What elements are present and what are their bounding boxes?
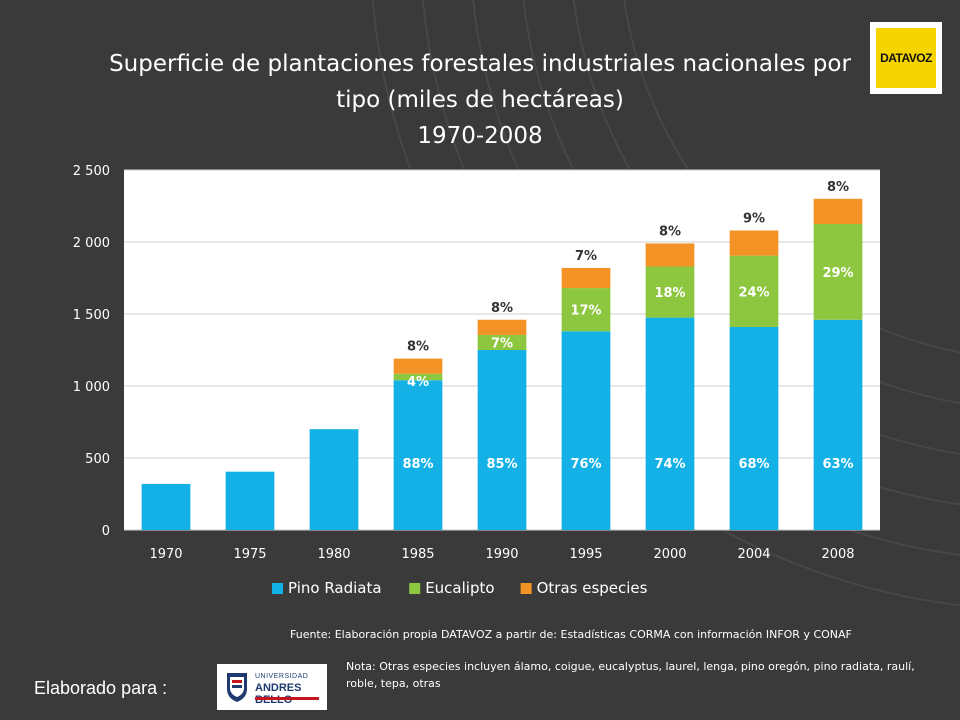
bar-segment <box>645 243 695 267</box>
bar-segment <box>813 224 863 320</box>
chart-title: Superficie de plantaciones forestales in… <box>80 46 880 154</box>
university-underline <box>255 697 319 700</box>
elaborado-label: Elaborado para : <box>34 678 168 698</box>
data-label-eucalipto: 7% <box>491 336 513 351</box>
x-tick-label: 1980 <box>317 547 350 562</box>
bar-segment <box>393 380 443 530</box>
bar-segment <box>813 198 863 224</box>
data-label-eucalipto: 29% <box>822 266 853 281</box>
x-tick-label: 2000 <box>653 547 686 562</box>
data-label-otras: 8% <box>491 301 513 316</box>
species-note: Nota: Otras especies incluyen álamo, coi… <box>346 660 915 690</box>
data-label-eucalipto: 17% <box>570 304 601 319</box>
source-note: Fuente: Elaboración propia DATAVOZ a par… <box>290 628 852 641</box>
data-label-otras: 8% <box>659 224 681 239</box>
y-tick-label: 2 500 <box>73 164 110 179</box>
shield-icon <box>227 673 247 702</box>
bar-segment <box>141 483 191 530</box>
x-tick-label: 1970 <box>149 547 182 562</box>
y-tick-label: 1 500 <box>73 308 110 323</box>
data-label-otras: 9% <box>743 211 765 226</box>
data-label-pino: 63% <box>822 457 853 472</box>
x-tick-label: 1995 <box>569 547 602 562</box>
data-label-pino: 85% <box>486 457 517 472</box>
y-tick-label: 2 000 <box>73 236 110 251</box>
bar-segment <box>393 373 443 381</box>
legend-label: Pino Radiata <box>288 579 382 597</box>
bar-segment <box>729 255 779 327</box>
legend-swatch <box>520 583 532 594</box>
unab-logo: UNIVERSIDAD ANDRES BELLO <box>217 664 327 710</box>
legend-swatch <box>409 583 421 594</box>
university-name: ANDRES BELLO <box>255 682 302 706</box>
y-tick-label: 1 000 <box>73 380 110 395</box>
bar-segment <box>813 319 863 530</box>
university-label: UNIVERSIDAD <box>255 673 309 680</box>
bar-segment <box>729 230 779 256</box>
data-label-pino: 74% <box>654 457 685 472</box>
datavoz-logo-text: DATAVOZ <box>876 28 936 88</box>
data-label-pino: 76% <box>570 457 601 472</box>
x-tick-label: 2008 <box>821 547 854 562</box>
data-label-otras: 8% <box>827 180 849 195</box>
x-tick-label: 1990 <box>485 547 518 562</box>
bar-segment <box>477 319 527 335</box>
bar-segment <box>561 288 611 332</box>
x-tick-label: 1985 <box>401 547 434 562</box>
x-tick-label: 1975 <box>233 547 266 562</box>
x-tick-label: 2004 <box>737 547 770 562</box>
bar-segment <box>477 350 527 530</box>
bar-segment <box>561 267 611 289</box>
data-label-otras: 8% <box>407 340 429 355</box>
bar-segment <box>477 334 527 350</box>
legend-swatch <box>272 583 283 594</box>
y-tick-label: 500 <box>85 452 110 467</box>
data-label-eucalipto: 18% <box>654 286 685 301</box>
data-label-pino: 68% <box>738 457 769 472</box>
bar-segment <box>309 429 359 530</box>
y-tick-label: 0 <box>102 524 110 539</box>
data-label-eucalipto: 4% <box>407 375 429 390</box>
legend-label: Eucalipto <box>425 579 494 597</box>
title-line-1: Superficie de plantaciones forestales in… <box>109 51 851 77</box>
bar-segment <box>645 266 695 318</box>
bar-segment <box>393 358 443 374</box>
title-line-3: 1970-2008 <box>417 123 543 149</box>
data-label-eucalipto: 24% <box>738 285 769 300</box>
title-line-2: tipo (miles de hectáreas) <box>336 87 624 113</box>
bar-segment <box>561 331 611 530</box>
data-label-pino: 88% <box>402 457 433 472</box>
bar-segment <box>729 326 779 530</box>
bar-segment <box>645 317 695 530</box>
datavoz-logo: DATAVOZ <box>870 22 942 94</box>
legend-label: Otras especies <box>537 579 648 597</box>
bar-segment <box>225 471 275 530</box>
data-label-otras: 7% <box>575 249 597 264</box>
